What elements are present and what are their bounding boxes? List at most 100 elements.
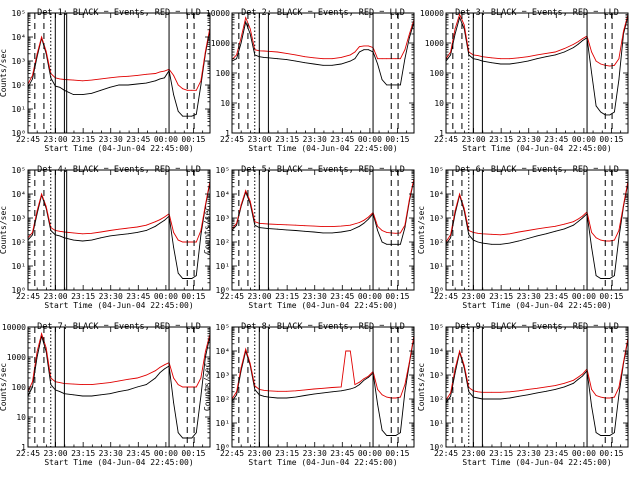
series-point-events xyxy=(595,432,597,433)
series-point-lld xyxy=(32,381,33,383)
x-tick-label: 00:00 xyxy=(572,292,596,301)
series-point-events xyxy=(263,395,265,397)
series-point-events xyxy=(477,59,479,60)
series-point-lld xyxy=(377,58,378,60)
y-tick-label: 10¹ xyxy=(216,262,230,271)
series-point-lld xyxy=(254,385,256,387)
series-point-events xyxy=(359,51,360,53)
series-point-events xyxy=(127,84,129,86)
series-point-events xyxy=(395,435,397,436)
series-point-events xyxy=(354,58,356,60)
series-point-lld xyxy=(191,89,193,91)
series-point-events xyxy=(536,235,538,237)
x-axis-label: Start Time (04-Jun-04 22:45:00) xyxy=(44,301,193,310)
series-point-lld xyxy=(109,230,111,231)
y-tick-label: 10³ xyxy=(12,214,26,223)
series-point-events xyxy=(359,225,360,227)
y-tick-label: 10⁰ xyxy=(12,129,26,138)
series-point-lld xyxy=(155,221,156,223)
x-axis-label: Start Time (04-Jun-04 22:45:00) xyxy=(248,144,397,153)
series-point-lld xyxy=(100,231,102,233)
series-point-events xyxy=(600,111,602,113)
series-point-lld xyxy=(277,51,278,53)
series-point-lld xyxy=(313,388,315,390)
series-point-lld xyxy=(295,54,297,56)
series-point-lld xyxy=(400,58,401,60)
series-point-events xyxy=(82,240,83,242)
series-point-lld xyxy=(509,233,511,235)
series-point-lld xyxy=(340,57,342,58)
series-point-events xyxy=(59,391,61,392)
series-point-events xyxy=(127,233,129,235)
detector-panel-1: Det 1: BLACK = Events, RED = LLD10⁰10¹10… xyxy=(0,8,211,153)
series-point-lld xyxy=(381,394,383,396)
y-tick-label: 10³ xyxy=(216,371,230,380)
series-point-events xyxy=(236,224,238,226)
series-point-lld xyxy=(395,232,397,234)
series-point-events xyxy=(164,219,165,221)
x-tick-label: 00:00 xyxy=(154,449,178,458)
plot-frame xyxy=(27,12,211,134)
series-point-lld xyxy=(527,56,529,58)
series-point-lld xyxy=(136,226,138,228)
series-point-events xyxy=(177,432,179,434)
x-tick-label: 23:45 xyxy=(330,135,354,144)
series-point-lld xyxy=(195,386,197,388)
series-point-events xyxy=(263,227,265,229)
series-point-events xyxy=(363,49,365,51)
series-point-events xyxy=(518,395,520,397)
series-point-lld xyxy=(145,73,147,75)
series-point-events xyxy=(400,432,401,433)
detector-panel-9: Det 9: BLACK = Events, RED = LLD10⁰10¹10… xyxy=(417,322,629,467)
series-point-lld xyxy=(109,382,111,383)
x-tick-label: 00:00 xyxy=(154,292,178,301)
y-tick-label: 1 xyxy=(439,129,444,138)
series-point-events xyxy=(381,429,383,431)
series-point-lld xyxy=(277,224,278,225)
series-point-lld xyxy=(582,38,583,39)
series-point-lld xyxy=(395,58,397,60)
y-tick-label: 1000 xyxy=(425,39,444,48)
series-point-lld xyxy=(377,389,378,390)
series-point-lld xyxy=(32,232,33,233)
y-tick-label: 10⁵ xyxy=(430,166,444,175)
series-point-events xyxy=(377,63,378,65)
series-point-events xyxy=(159,78,161,80)
series-point-events xyxy=(404,391,406,393)
x-tick-label: 00:15 xyxy=(181,449,205,458)
x-tick-label: 00:00 xyxy=(572,449,596,458)
x-tick-label: 23:15 xyxy=(489,135,513,144)
series-point-lld xyxy=(145,374,147,376)
series-point-lld xyxy=(359,46,360,48)
series-point-events xyxy=(618,394,620,396)
series-point-events xyxy=(145,230,147,231)
series-point-lld xyxy=(363,219,365,221)
series-point-lld xyxy=(164,70,165,72)
series-point-lld xyxy=(614,239,615,241)
y-tick-label: 10000 xyxy=(420,9,444,18)
series-point-events xyxy=(136,386,138,388)
series-point-lld xyxy=(73,232,74,234)
series-point-events xyxy=(322,64,324,66)
series-point-lld xyxy=(173,232,175,233)
series-point-events xyxy=(177,110,179,112)
series-point-events xyxy=(286,59,287,60)
y-tick-label: 1000 xyxy=(7,353,26,362)
series-point-lld xyxy=(591,51,592,53)
series-point-lld xyxy=(118,76,120,78)
series-point-lld xyxy=(245,190,247,191)
series-point-events xyxy=(582,40,583,41)
series-point-events xyxy=(400,84,401,86)
x-tick-label: 23:45 xyxy=(330,449,354,458)
series-point-lld xyxy=(200,377,202,379)
series-point-lld xyxy=(286,53,287,54)
series-point-lld xyxy=(618,230,620,231)
series-point-events xyxy=(395,84,397,86)
series-point-events xyxy=(604,278,606,279)
series-point-lld xyxy=(582,373,583,375)
series-point-lld xyxy=(286,390,287,392)
series-point-events xyxy=(409,37,410,39)
series-point-lld xyxy=(45,347,47,349)
y-tick-label: 10⁵ xyxy=(12,166,26,175)
